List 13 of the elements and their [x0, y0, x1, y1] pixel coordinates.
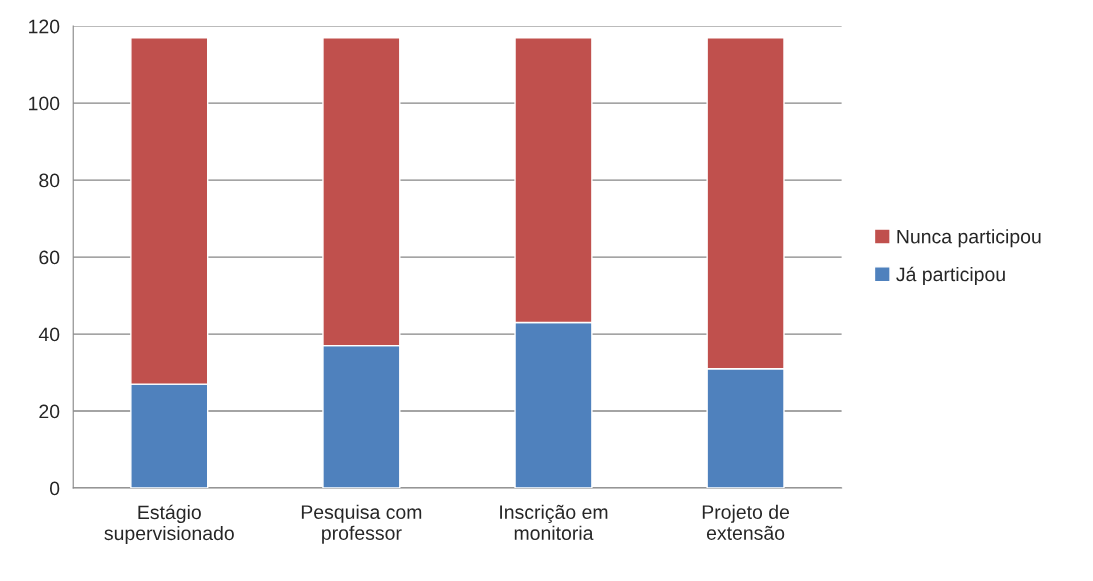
- legend-label: Nunca participou: [897, 229, 1041, 248]
- x-tick-label: Pesquisa com professor: [301, 504, 422, 544]
- y-tick-label: 80: [39, 173, 60, 188]
- y-tick-label: 120: [29, 19, 60, 34]
- x-tick-label: Projeto de extensão: [702, 504, 790, 540]
- y-tick-label: 40: [38, 327, 60, 342]
- legend-label: Já participou: [896, 266, 1005, 286]
- y-tick-label: 0: [49, 481, 60, 496]
- x-tick-label: Estágio supervisionado: [104, 504, 234, 544]
- y-tick-label: 60: [39, 250, 60, 265]
- y-tick-label: 20: [39, 404, 60, 419]
- x-tick-label: Inscrição em monitoria: [500, 504, 608, 541]
- y-tick-label: 100: [29, 96, 60, 111]
